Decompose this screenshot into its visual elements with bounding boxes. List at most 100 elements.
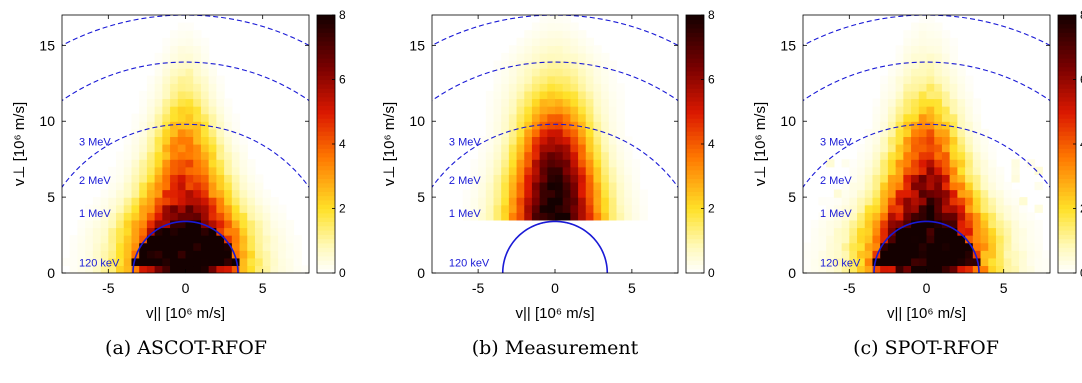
heatmap-cell [224,235,233,244]
heatmap-cell [224,197,233,206]
heatmap-cell [108,174,117,183]
heatmap-cell [593,212,602,221]
heatmap-cell [941,159,951,168]
heatmap-cell [995,219,1005,229]
heatmap-cell [585,75,595,84]
heatmap-cell [639,204,648,213]
heatmap-cell [123,212,133,221]
heatmap-cell [903,250,912,259]
heatmap-cell [593,159,602,168]
heatmap-cell [254,212,264,221]
heatmap-cell [570,166,579,175]
heatmap-cell [185,45,194,54]
heatmap-cell [208,174,217,183]
heatmap-cell [231,219,241,229]
heatmap-cell [208,250,217,259]
heatmap-cell [200,227,210,236]
heatmap-cell [639,197,648,206]
heatmap-cell [934,128,943,138]
heatmap-cell [903,212,912,221]
heatmap-cell [539,204,548,213]
heatmap-cell [162,212,171,221]
heatmap-cell [578,52,587,62]
heatmap-cell [949,265,958,273]
heatmap-cell [185,197,194,206]
heatmap-cell [1042,265,1050,273]
heatmap-cell [193,235,202,244]
heatmap-cell [895,68,904,77]
heatmap-cell [864,219,874,229]
heatmap-cell [911,189,920,198]
heatmap-cell [524,113,533,122]
heatmap-cell [965,189,974,198]
heatmap-cell [92,235,102,244]
heatmap-cell [872,113,881,122]
heatmap-cell [872,181,881,191]
heatmap-cell [69,235,79,244]
colorbar-segment [317,264,335,270]
heatmap-cell [123,174,133,183]
heatmap-cell [493,113,502,122]
colorbar-segment [686,247,704,253]
heatmap-cell [911,166,920,175]
heatmap-cell [895,204,904,213]
heatmap-cell [193,174,202,183]
heatmap-cell [578,106,587,115]
heatmap-cell [231,235,241,244]
heatmap-cell [841,197,850,206]
colorbar-segment [686,144,704,149]
colorbar-segment [1058,139,1076,145]
heatmap-cell [903,106,912,115]
heatmap-cell [965,98,974,107]
heatmap-cell [1026,265,1036,273]
heatmap-cell [918,250,928,259]
heatmap-cell [926,106,935,115]
heatmap-cell [918,106,928,115]
heatmap-cell [926,90,935,100]
heatmap-cell [508,181,518,191]
colorbar-segment [317,178,335,184]
heatmap-cell [146,83,156,92]
heatmap-cell [516,106,525,115]
heatmap-cell [185,219,194,229]
heatmap-cell [995,181,1005,191]
heatmap-cell [608,106,618,115]
heatmap-cell [988,265,997,273]
heatmap-cell [995,204,1005,213]
heatmap-cell [216,106,225,115]
heatmap-cell [154,174,163,183]
heatmap-cell [995,257,1005,267]
heatmap-cell [872,257,881,267]
heatmap-cell [578,174,587,183]
heatmap-cell [231,227,241,236]
heatmap-cell [131,136,140,145]
x-axis-label: v|| [10⁶ m/s] [516,305,595,322]
heatmap-cell [972,181,982,191]
heatmap-cell [177,189,187,198]
heatmap-cell [918,75,928,84]
heatmap-cell [208,113,217,122]
heatmap-cell [123,204,133,213]
heatmap-cell [185,30,194,39]
heatmap-cell [887,257,897,267]
heatmap-cell [880,144,889,153]
heatmap-cell [547,144,556,153]
heatmap-cell [980,181,989,191]
heatmap-cell [531,68,541,77]
colorbar-tick-label: 2 [1080,202,1082,216]
colorbar-segment [686,234,704,240]
heatmap-cell [139,227,148,236]
heatmap-cell [524,37,533,46]
heatmap-cell [177,174,187,183]
heatmap-cell [887,204,897,213]
colorbar-segment [1058,79,1076,85]
heatmap-cell [570,151,579,160]
heatmap-cell [123,227,133,236]
heatmap-cell [539,45,548,54]
heatmap-cell [531,37,541,46]
heatmap-cell [941,219,951,229]
heatmap-cell [895,136,904,145]
heatmap-cell [508,98,518,107]
heatmap-cell [918,22,928,31]
heatmap-cell [833,219,843,229]
